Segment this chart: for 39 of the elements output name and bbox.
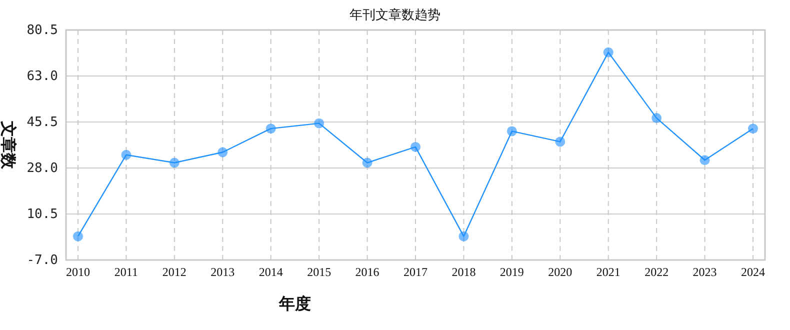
chart-title: 年刊文章数趋势 [350,7,440,22]
x-tick-label: 2023 [692,265,717,279]
y-tick-label: 28.0 [26,161,58,176]
point [314,118,324,128]
x-tick-label: 2015 [307,265,332,279]
x-tick-label: 2022 [644,265,669,279]
point [555,136,566,147]
y-tick-label: 63.0 [26,69,58,84]
point [748,124,758,134]
y-tick-label: 45.5 [26,115,58,130]
point [458,231,469,242]
point [362,158,372,168]
x-tick-label: 2019 [500,265,524,279]
x-tick-label: 2021 [596,265,620,279]
x-tick-label: 2014 [258,265,283,279]
x-tick-label: 2018 [452,265,476,279]
point [603,47,614,58]
point [410,142,420,152]
y-axis-title: 文章数 [0,120,17,170]
x-tick-label: 2011 [114,265,138,279]
y-tick-label: 80.5 [26,23,58,38]
point [121,150,132,160]
y-tick-label: -7.0 [26,253,58,268]
point [169,158,180,168]
x-tick-label: 2010 [66,265,90,279]
y-tick-label: 10.5 [26,207,58,222]
x-tick-label: 2020 [548,265,572,279]
point [73,231,83,242]
x-tick-label: 2024 [741,265,765,279]
x-tick-label: 2016 [355,265,380,279]
point [506,126,517,136]
x-tick-label: 2013 [210,265,235,279]
x-tick-label: 2017 [404,265,428,279]
point [266,124,276,134]
x-tick-label: 2012 [162,265,186,279]
point [218,147,228,158]
point [700,155,710,166]
point [652,113,662,124]
x-axis-title: 年度 [278,294,311,313]
